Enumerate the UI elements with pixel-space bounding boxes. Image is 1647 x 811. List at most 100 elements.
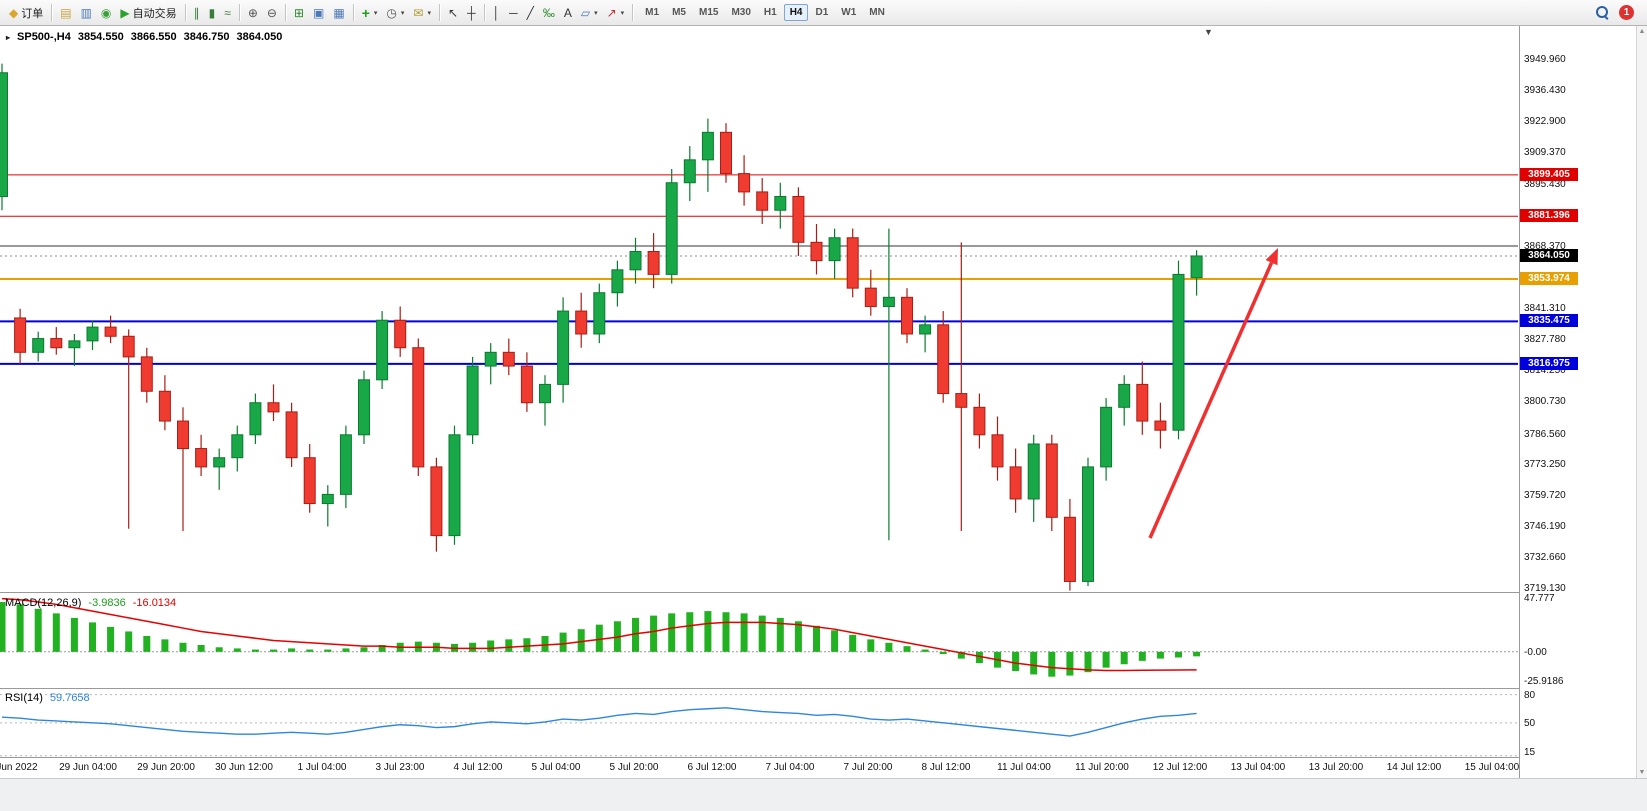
candle-body [140,356,153,392]
time-label: 11 Jul 20:00 [1075,762,1129,773]
candle-body [321,493,334,505]
candle-body [1063,516,1076,582]
vertical-scrollbar[interactable]: ▲ ▼ [1636,26,1647,778]
alerts-button[interactable]: ✉ ▾ [409,2,435,23]
community-button[interactable]: ◉ [97,2,115,23]
zoom-out-button[interactable]: ⊖ [263,2,281,23]
price-line-badge: 3835.475 [1520,314,1578,328]
price-line-badge: 3816.975 [1520,356,1578,370]
candle-body [683,159,696,184]
new-chart-button[interactable]: ▤ [56,2,75,23]
profiles-button[interactable]: ▥ [77,2,96,23]
macd-histogram-bar [1066,651,1074,676]
panel-separator[interactable] [0,757,1647,758]
notification-badge[interactable]: 1 [1619,5,1634,20]
scroll-down-icon[interactable]: ▼ [1638,769,1646,776]
timeframe-mn-button[interactable]: MN [869,7,885,18]
macd-histogram-bar [324,649,332,652]
candle-body [339,434,352,495]
candle-body [122,335,135,358]
horizontal-line-button[interactable]: ─ [505,2,522,23]
price-tick: 3732.660 [1524,552,1566,564]
shapes-button[interactable]: ▱ ▾ [577,2,602,23]
arrange-windows-button[interactable]: ▣ [309,2,328,23]
chart-list-button[interactable]: ▦ [329,2,348,23]
arrow-object-icon: ↗ [606,5,617,20]
panel-separator[interactable] [0,688,1647,689]
chart-title: ▸ SP500-,H4 3854.550 3866.550 3846.750 3… [6,31,282,43]
ohlc-bars-button[interactable]: ∥ [190,2,204,23]
candle-body [937,324,950,395]
crosshair-button[interactable]: ┼ [463,2,480,23]
arrange-windows-icon: ▣ [313,5,325,20]
dropdown-caret-icon: ▾ [427,9,431,17]
candlestick-button[interactable]: ▮ [205,2,220,23]
time-label: 4 Jul 12:00 [453,762,503,773]
macd-histogram-bar [360,647,368,652]
envelope-icon: ✉ [413,5,424,20]
trend-arrow-annotation[interactable] [1148,248,1278,539]
fibonacci-button[interactable]: ‰ [539,2,559,23]
candle-body [285,411,298,459]
macd-histogram-bar [505,639,513,652]
macd-histogram-bar [1012,651,1020,672]
vertical-line-button[interactable]: │ [489,2,505,23]
line-chart-button[interactable]: ≈ [220,2,235,23]
time-axis[interactable]: 28 Jun 2022 29 Jun 04:00 29 Jun 20:00 30 Ju… [0,758,1519,778]
new-order-button[interactable]: ◆ 订单 [5,2,47,23]
candle-body [104,326,117,337]
timeframe-w1-button[interactable]: W1 [841,7,857,18]
main-toolbar: ◆ 订单 ▤ ▥ ◉ ▶ 自动交易 ∥ ▮ ≈ ⊕ ⊖ ⊞ ▣ ▦ + ▾ ◷ ▾ ✉ ▾ ↖ ┼ │ ─ ╱ ‰ A ▱ ▾ ↗ ▾ M1 M5… [0,0,1647,26]
candle-body [919,324,932,335]
chart-list-icon: ▦ [333,5,345,20]
tile-windows-button[interactable]: ⊞ [290,2,308,23]
text-label-button[interactable]: A [560,2,576,23]
price-tick: 3719.130 [1524,583,1566,595]
dropdown-caret-icon: ▾ [594,9,598,17]
price-tick: 3922.900 [1524,116,1566,128]
rsi-panel[interactable] [0,689,1518,757]
macd-histogram-bar [595,624,603,652]
timeframe-h4-button[interactable]: H4 [783,4,809,21]
period-button[interactable]: ◷ ▾ [382,2,408,23]
candle-body [792,195,805,243]
candle-body [1082,466,1094,582]
toolbar-separator [284,4,286,21]
macd-histogram-bar [1120,651,1128,665]
search-button[interactable] [1591,2,1614,23]
add-indicator-button[interactable]: + ▾ [358,2,382,23]
toolbar-separator [352,4,354,21]
macd-histogram-bar [957,651,965,659]
price-axis[interactable]: 3949.960 3936.430 3922.900 3909.370 3895.430… [1519,26,1636,778]
macd-signal-value: -16.0134 [132,597,177,609]
trendline-button[interactable]: ╱ [523,2,538,23]
macd-panel[interactable] [0,593,1518,688]
scroll-up-icon[interactable]: ▲ [1638,28,1646,35]
candle-body [810,241,823,262]
candle-body [991,434,1004,468]
arrows-button[interactable]: ↗ ▾ [603,2,629,23]
macd-histogram-bar [215,647,223,652]
macd-histogram-bar [125,631,133,652]
timeframe-m5-button[interactable]: M5 [672,7,686,18]
candle-body [50,338,63,349]
price-chart[interactable] [0,26,1518,592]
autotrading-button[interactable]: ▶ 自动交易 [116,2,180,23]
cursor-button[interactable]: ↖ [444,2,462,23]
macd-axis-label: 47.777 [1524,593,1555,604]
timeframe-m15-button[interactable]: M15 [698,7,719,18]
macd-histogram-bar [776,617,784,652]
timeframe-d1-button[interactable]: D1 [815,7,829,18]
timeframe-m1-button[interactable]: M1 [645,7,660,18]
panel-separator[interactable] [0,592,1647,593]
timeframe-h1-button[interactable]: H1 [763,7,777,18]
timeframe-m30-button[interactable]: M30 [731,7,751,18]
macd-histogram-bar [813,625,820,652]
macd-histogram-bar [52,613,60,652]
zoom-in-button[interactable]: ⊕ [244,2,262,23]
candle-body [484,351,497,367]
shapes-icon: ▱ [580,5,591,20]
macd-histogram-bar [650,615,658,652]
candle-body [158,390,171,422]
time-label: 29 Jun 20:00 [137,762,195,773]
